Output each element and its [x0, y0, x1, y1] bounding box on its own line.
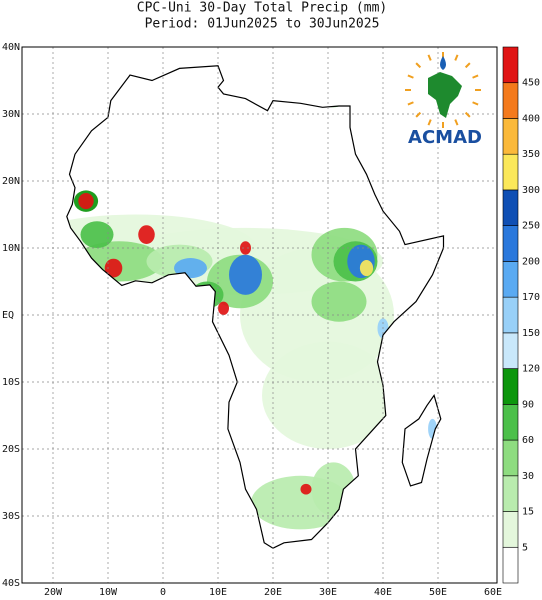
colorbar-label: 350: [522, 149, 540, 160]
colorbar-label: 120: [522, 364, 540, 375]
logo-ray: [454, 119, 459, 126]
title: CPC-Uni 30-Day Total Precip (mm): [137, 1, 387, 16]
lat-label: 30S: [2, 511, 20, 522]
lon-label: 10E: [209, 587, 227, 598]
colorbar-label: 200: [522, 256, 540, 267]
precip-blob: [229, 254, 262, 295]
colorbar-label: 90: [522, 399, 534, 410]
precip-blob: [300, 483, 312, 495]
colorbar-box: [502, 82, 519, 119]
colorbar-label: 150: [522, 328, 540, 339]
colorbar-label: 60: [522, 435, 534, 446]
colorbar-label: 30: [522, 471, 534, 482]
colorbar-label: 300: [522, 185, 540, 196]
colorbar-label: 5: [522, 542, 528, 553]
logo-ray: [427, 54, 432, 61]
logo-ray: [464, 111, 471, 118]
logo-ray: [472, 101, 479, 106]
lat-label: EQ: [2, 310, 14, 321]
precip-blob: [174, 258, 207, 279]
colorbar-box: [502, 368, 519, 405]
map-frame: [21, 46, 498, 584]
lat-label: 20S: [2, 444, 20, 455]
logo-drop: [440, 56, 446, 70]
colorbar-label: 170: [522, 292, 540, 303]
colorbar-box: [502, 153, 519, 191]
coastline: [66, 65, 445, 549]
logo-africa: [428, 72, 462, 118]
lat-label: 40N: [2, 42, 20, 53]
precip-blob: [80, 221, 114, 249]
lat-label: 20N: [2, 176, 20, 187]
precip-blob: [359, 260, 374, 277]
colorbar-label: 400: [522, 113, 540, 124]
lon-label: 40E: [374, 587, 392, 598]
colorbar-box: [502, 46, 519, 84]
logo-ray: [427, 119, 432, 126]
logo-ray: [472, 74, 479, 79]
logo-ray: [415, 111, 422, 118]
logo-ray: [407, 74, 414, 79]
lon-label: 30E: [319, 587, 337, 598]
colorbar-box: [502, 189, 519, 226]
precip-blob: [240, 241, 251, 255]
precip-blob: [138, 225, 155, 244]
colorbar-box: [502, 261, 519, 298]
logo-text: ACMAD: [408, 127, 482, 148]
colorbar-box: [502, 332, 519, 369]
logo-ray: [454, 54, 459, 61]
colorbar-box: [502, 475, 519, 512]
precip-blob: [104, 258, 123, 278]
colorbar-box: [502, 511, 519, 548]
precip-blob: [311, 462, 356, 516]
precip-blob: [311, 281, 367, 322]
precip-blob: [322, 93, 345, 108]
lon-label: 20W: [44, 587, 63, 598]
colorbar-box: [502, 296, 519, 334]
subtitle: Period: 01Jun2025 to 30Jun2025: [145, 17, 380, 32]
lat-label: 10N: [2, 243, 20, 254]
logo-ray: [464, 62, 471, 69]
colorbar-box: [502, 546, 519, 584]
lon-label: 60E: [484, 587, 502, 598]
colorbar-label: 250: [522, 221, 540, 232]
precip-blob: [262, 341, 394, 449]
lon-label: 10W: [99, 587, 118, 598]
precip-blob: [218, 301, 229, 315]
precip-blob: [78, 193, 94, 210]
precip-blob: [355, 120, 389, 148]
colorbar-box: [502, 439, 519, 477]
lon-label: 20E: [264, 587, 282, 598]
colorbar-box: [502, 118, 519, 155]
colorbar-box: [502, 404, 519, 441]
logo-ray: [415, 62, 422, 69]
lat-label: 30N: [2, 109, 20, 120]
colorbar-box: [502, 225, 519, 262]
colorbar-label: 15: [522, 507, 534, 518]
lat-label: 10S: [2, 377, 20, 388]
lat-label: 40S: [2, 578, 20, 589]
colorbar-label: 450: [522, 78, 540, 89]
logo-ray: [407, 101, 414, 106]
lon-label: 0: [160, 587, 166, 598]
lon-label: 50E: [429, 587, 447, 598]
